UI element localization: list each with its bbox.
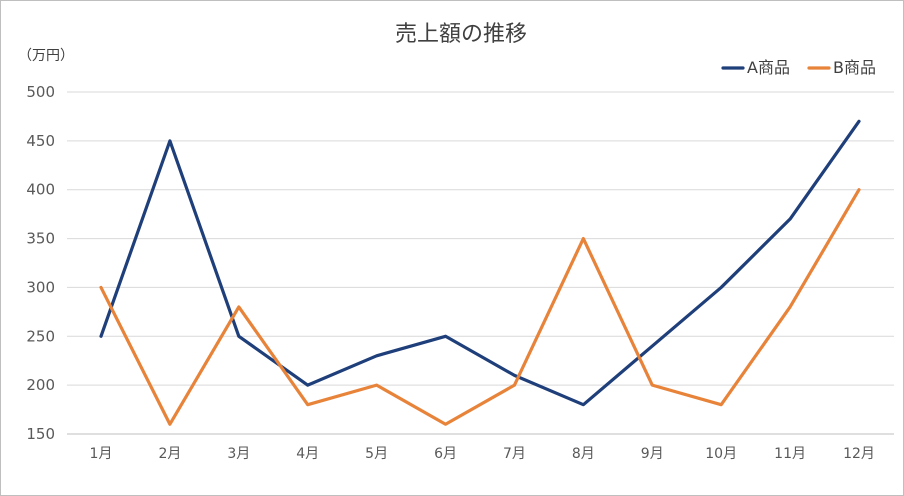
- x-tick-label: 4月: [296, 446, 319, 462]
- y-axis-ticks: 150 200 250 300 350 400 450 500: [26, 83, 55, 443]
- x-tick-label: 7月: [503, 446, 526, 462]
- y-axis-unit-label: （万円）: [18, 48, 74, 64]
- x-tick-label: 8月: [572, 446, 595, 462]
- legend-label: A商品: [747, 58, 790, 77]
- y-tick-label: 350: [26, 230, 55, 248]
- x-axis-ticks: 1月 2月 3月 4月 5月 6月 7月 8月 9月 10月 11月 12月: [90, 446, 875, 462]
- x-tick-label: 9月: [641, 446, 664, 462]
- y-tick-label: 150: [26, 425, 55, 443]
- x-tick-label: 1月: [90, 446, 113, 462]
- gridlines: [67, 91, 894, 435]
- x-tick-label: 11月: [774, 446, 806, 462]
- legend: A商品 B商品: [721, 58, 876, 77]
- x-tick-label: 12月: [843, 446, 875, 462]
- x-tick-label: 2月: [158, 446, 181, 462]
- y-tick-label: 400: [26, 181, 55, 199]
- chart-title: 売上額の推移: [395, 22, 527, 47]
- x-tick-label: 6月: [434, 446, 457, 462]
- x-tick-label: 10月: [705, 446, 737, 462]
- series-line-b: [99, 188, 861, 426]
- y-tick-label: 300: [26, 278, 55, 296]
- series-line-a: [99, 119, 861, 407]
- y-tick-label: 450: [26, 132, 55, 150]
- x-tick-label: 3月: [227, 446, 250, 462]
- series-lines: [99, 119, 861, 426]
- y-tick-label: 250: [26, 327, 55, 345]
- y-tick-label: 500: [26, 83, 55, 101]
- y-tick-label: 200: [26, 376, 55, 394]
- x-tick-label: 5月: [365, 446, 388, 462]
- legend-label: B商品: [833, 58, 876, 77]
